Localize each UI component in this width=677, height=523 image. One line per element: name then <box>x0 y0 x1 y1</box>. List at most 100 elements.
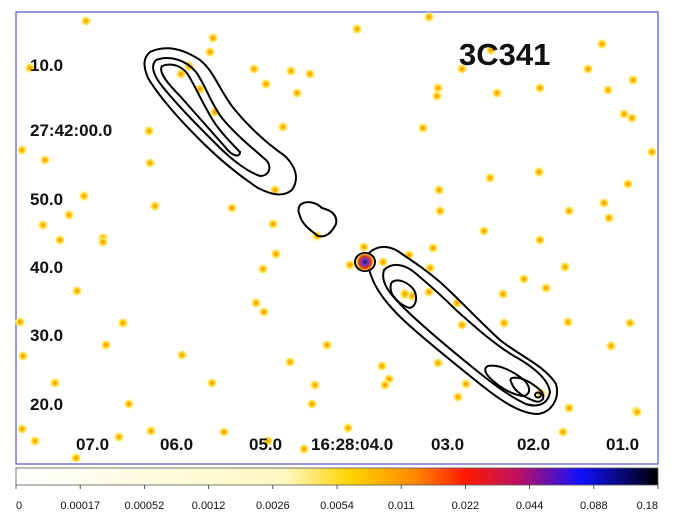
xray-event <box>49 377 61 389</box>
image-frame <box>15 11 659 465</box>
xray-event <box>218 426 230 438</box>
ra-axis-labels: 07.0 06.0 05.0 16:28:04.0 03.0 02.0 01.0 <box>76 435 639 454</box>
xray-event <box>284 356 296 368</box>
xray-event <box>376 360 388 372</box>
colorbar-tick-label: 0.0026 <box>256 500 290 512</box>
contour-se-outer <box>366 246 558 416</box>
ra-label: 05.0 <box>249 435 282 454</box>
xray-event <box>16 423 28 435</box>
xray-event <box>29 435 41 447</box>
xray-nucleus <box>356 253 374 271</box>
xray-event <box>97 236 109 248</box>
xray-event <box>344 259 356 271</box>
xray-event <box>596 38 608 50</box>
xray-event <box>533 166 545 178</box>
xray-event <box>478 225 490 237</box>
xray-event <box>298 443 310 455</box>
xray-event <box>24 62 36 74</box>
xray-event <box>557 426 569 438</box>
xray-event <box>431 90 443 102</box>
xray-event <box>306 398 318 410</box>
xray-event <box>143 125 155 137</box>
colorbar-tick-label: 0.011 <box>388 500 415 512</box>
xray-event <box>485 44 497 56</box>
xray-event <box>258 306 270 318</box>
xray-event <box>427 242 439 254</box>
colorbar-tick-label: 0 <box>16 500 22 512</box>
contour-nw-outer <box>143 47 297 196</box>
xray-event <box>175 68 187 80</box>
xray-event <box>417 122 429 134</box>
xray-event <box>204 46 216 58</box>
xray-event <box>70 452 82 464</box>
xray-event <box>563 205 575 217</box>
xray-events <box>14 11 658 464</box>
dec-label: 50.0 <box>30 190 63 209</box>
xray-event <box>257 263 269 275</box>
dec-label: 30.0 <box>30 326 63 345</box>
xray-event <box>277 121 289 133</box>
colorbar-tick-label: 0.00052 <box>125 500 165 512</box>
ra-label: 07.0 <box>76 435 109 454</box>
xray-event <box>351 23 363 35</box>
colorbar-tick-label: 0.00017 <box>60 500 100 512</box>
xray-event <box>321 339 333 351</box>
xray-event <box>309 379 321 391</box>
colorbar-tick-label: 0.0012 <box>192 500 226 512</box>
xray-event <box>248 63 260 75</box>
source-name: 3C341 <box>459 37 550 72</box>
xray-event <box>123 398 135 410</box>
xray-event <box>176 349 188 361</box>
xray-event <box>149 200 161 212</box>
xray-event <box>291 87 303 99</box>
xray-event <box>460 378 472 390</box>
colorbar-tick-label: 0.022 <box>452 500 480 512</box>
colorbar-tick-label: 0.0054 <box>320 500 354 512</box>
xray-event <box>582 63 594 75</box>
xray-event <box>562 316 574 328</box>
xray-event <box>598 197 610 209</box>
contour-se-hotspot-3 <box>534 391 542 399</box>
xray-event <box>518 273 530 285</box>
xray-event <box>144 157 156 169</box>
contour-nw-middle <box>152 57 271 178</box>
radio-contours <box>143 47 558 416</box>
xray-event <box>563 402 575 414</box>
xray-event <box>63 209 75 221</box>
xray-event <box>145 425 157 437</box>
xray-event <box>618 108 630 120</box>
xray-knot <box>399 288 411 300</box>
ra-label: 16:28:04.0 <box>311 435 393 454</box>
xray-event <box>456 319 468 331</box>
xray-event <box>342 422 354 434</box>
ra-label: 03.0 <box>431 435 464 454</box>
xray-event <box>456 63 468 75</box>
xray-event <box>270 248 282 260</box>
xray-event <box>71 285 83 297</box>
xray-event <box>534 82 546 94</box>
colorbar-tick-label: 0.044 <box>516 500 544 512</box>
xray-event <box>484 172 496 184</box>
xray-event <box>260 78 272 90</box>
dec-axis-labels: 10.0 27:42:00.0 50.0 40.0 30.0 20.0 <box>30 56 112 414</box>
xray-event <box>379 379 391 391</box>
xray-event <box>262 435 274 447</box>
xray-event <box>602 84 614 96</box>
xray-event <box>631 406 643 418</box>
ra-label: 02.0 <box>517 435 550 454</box>
dec-label: 40.0 <box>30 258 63 277</box>
dec-label: 20.0 <box>30 395 63 414</box>
xray-event <box>17 350 29 362</box>
xray-event <box>304 68 316 80</box>
xray-event <box>624 317 636 329</box>
contour-se-middle <box>382 264 552 407</box>
contour-se-inner <box>389 279 418 310</box>
xray-event <box>78 190 90 202</box>
ra-label: 06.0 <box>160 435 193 454</box>
xray-event <box>452 391 464 403</box>
xray-event <box>498 317 510 329</box>
xray-event <box>37 219 49 231</box>
xray-event <box>267 218 279 230</box>
colorbar: 0 0.00017 0.00052 0.0012 0.0026 0.0054 0.011 0.… <box>15 467 659 512</box>
